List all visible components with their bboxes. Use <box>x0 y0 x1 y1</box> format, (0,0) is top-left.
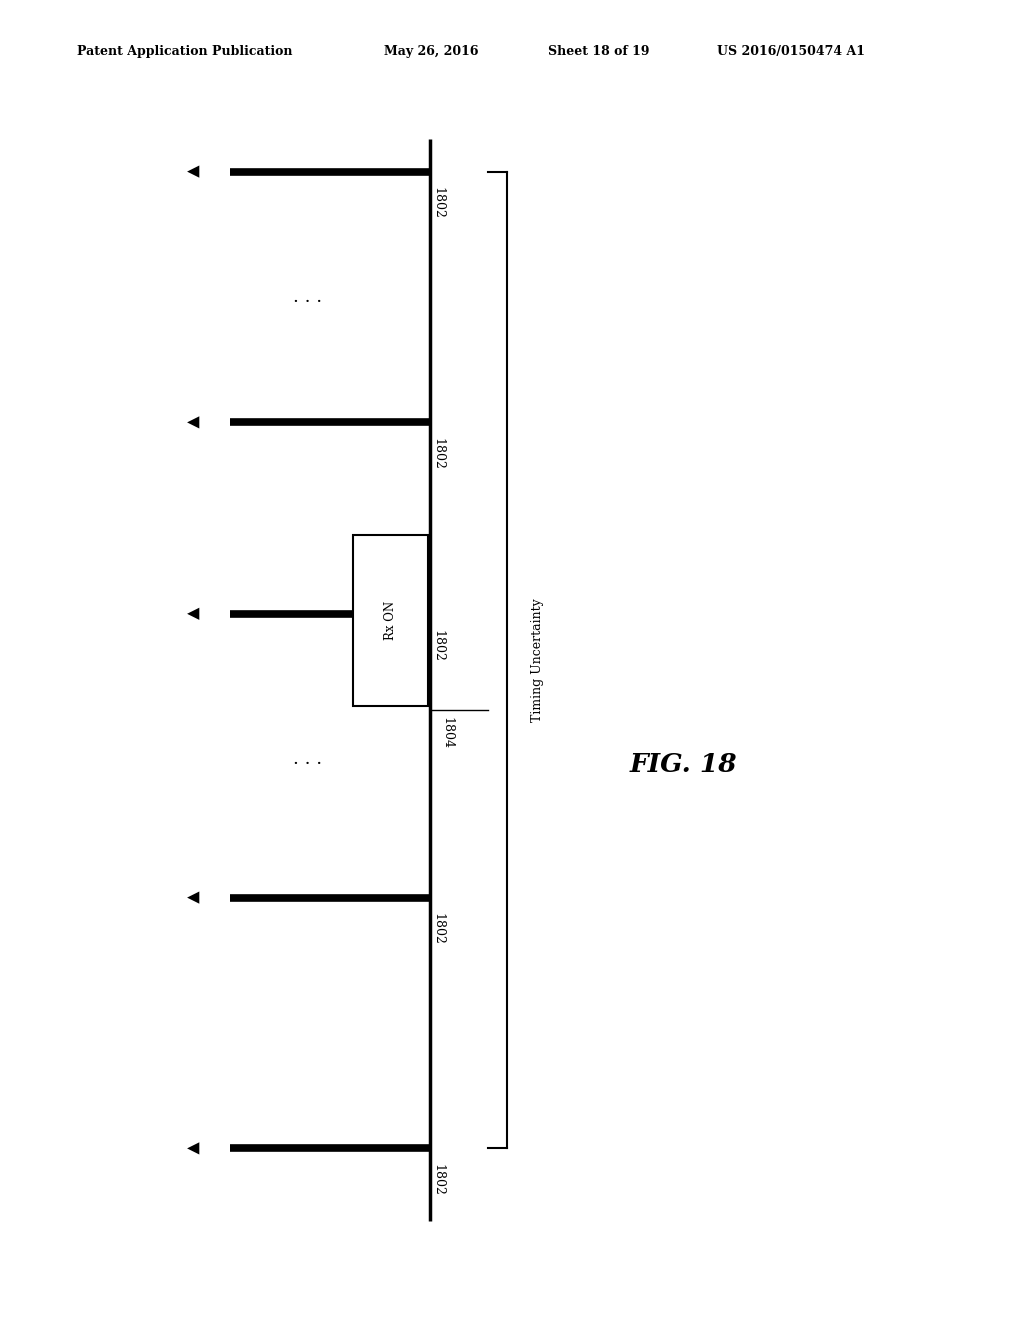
Text: Patent Application Publication: Patent Application Publication <box>77 45 292 58</box>
Text: Timing Uncertainty: Timing Uncertainty <box>531 598 544 722</box>
Text: . . .: . . . <box>293 288 322 306</box>
Text: Rx ON: Rx ON <box>384 601 397 640</box>
Text: 1802: 1802 <box>432 438 444 470</box>
Text: 1802: 1802 <box>432 187 444 219</box>
Text: 1804: 1804 <box>440 717 454 748</box>
Text: . . .: . . . <box>293 750 322 768</box>
Text: US 2016/0150474 A1: US 2016/0150474 A1 <box>717 45 865 58</box>
Text: FIG. 18: FIG. 18 <box>630 752 737 777</box>
Text: 1802: 1802 <box>432 1164 444 1196</box>
Text: May 26, 2016: May 26, 2016 <box>384 45 478 58</box>
Text: 1802: 1802 <box>432 913 444 945</box>
Text: Sheet 18 of 19: Sheet 18 of 19 <box>548 45 649 58</box>
Text: 1802: 1802 <box>432 630 444 661</box>
Bar <box>353 535 428 706</box>
